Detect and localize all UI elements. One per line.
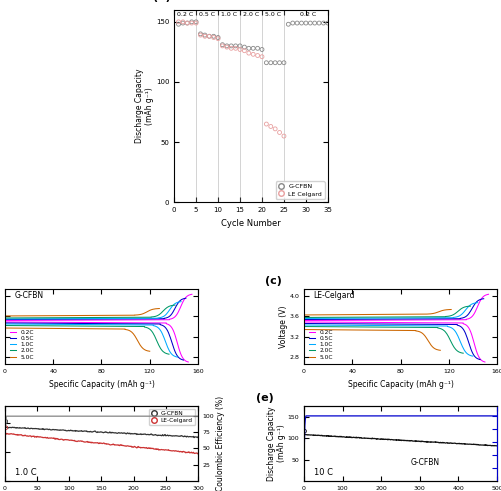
Point: [244, 44, 253, 52]
Point: [301, 19, 309, 27]
Point: [297, 19, 305, 27]
Point: [200, 31, 208, 39]
Point: [271, 125, 279, 133]
Point: [288, 19, 296, 27]
Y-axis label: Discharge Capacity
(mAh g⁻¹): Discharge Capacity (mAh g⁻¹): [266, 406, 286, 481]
Point: [240, 43, 248, 51]
Point: [275, 129, 283, 136]
Point: [222, 43, 230, 51]
Point: [235, 42, 243, 50]
Text: 1.0 C: 1.0 C: [15, 468, 36, 477]
Point: [266, 59, 274, 67]
Legend: G-CFBN, LE-Celgard: G-CFBN, LE-Celgard: [149, 409, 195, 425]
Point: [205, 32, 213, 40]
Point: [192, 19, 200, 27]
Point: [187, 18, 195, 26]
Text: 0.5 C: 0.5 C: [198, 12, 215, 17]
Point: [196, 30, 204, 38]
Legend: 0.2C, 0.5C, 1.0C, 2.0C, 5.0C: 0.2C, 0.5C, 1.0C, 2.0C, 5.0C: [8, 327, 36, 361]
Text: 0.2 C: 0.2 C: [177, 12, 193, 17]
Point: [280, 132, 288, 140]
Point: [178, 19, 186, 27]
Point: [284, 20, 292, 28]
Text: (c): (c): [265, 276, 282, 286]
Point: [174, 20, 182, 28]
Point: [178, 18, 186, 26]
X-axis label: Specific Capacity (mAh g⁻¹): Specific Capacity (mAh g⁻¹): [49, 380, 154, 389]
Y-axis label: Discharge Capacity
(mAh g⁻¹): Discharge Capacity (mAh g⁻¹): [135, 69, 154, 143]
Point: [258, 53, 266, 61]
Point: [248, 51, 257, 58]
Text: 5.0 C: 5.0 C: [265, 12, 281, 17]
Point: [218, 42, 226, 50]
Point: [266, 123, 274, 131]
Point: [200, 32, 208, 40]
Point: [323, 19, 331, 27]
Point: [2, 424, 10, 432]
Y-axis label: Coulombic Efficiency (%): Coulombic Efficiency (%): [215, 396, 224, 491]
Point: [2, 417, 10, 425]
Point: [235, 46, 243, 54]
Point: [315, 19, 323, 27]
Point: [218, 41, 226, 49]
Point: [213, 35, 221, 43]
Point: [183, 19, 191, 27]
Point: [253, 52, 261, 59]
Point: [306, 19, 314, 27]
Point: [280, 59, 288, 67]
Point: [213, 33, 221, 41]
Legend: G-CFBN, LE Celgard: G-CFBN, LE Celgard: [276, 182, 324, 199]
Text: 10 C: 10 C: [313, 468, 332, 477]
Point: [319, 19, 327, 27]
Text: G-CFBN: G-CFBN: [409, 458, 438, 466]
Point: [222, 42, 230, 50]
Point: [231, 42, 239, 50]
Text: (e): (e): [256, 393, 273, 403]
Point: [300, 427, 308, 435]
Legend: 0.2C, 0.5C, 1.0C, 2.0C, 5.0C: 0.2C, 0.5C, 1.0C, 2.0C, 5.0C: [306, 327, 334, 361]
Point: [258, 46, 266, 54]
Point: [271, 59, 279, 67]
Text: LE-Celgard: LE-Celgard: [313, 291, 355, 300]
Y-axis label: Voltage (V): Voltage (V): [278, 305, 287, 348]
Point: [209, 33, 217, 41]
Point: [231, 44, 239, 52]
Point: [244, 49, 253, 57]
Point: [174, 18, 182, 26]
Point: [192, 18, 200, 26]
Point: [183, 19, 191, 27]
Point: [187, 19, 195, 27]
Point: [240, 47, 248, 55]
X-axis label: Specific Capacity (mAh g⁻¹): Specific Capacity (mAh g⁻¹): [347, 380, 452, 389]
Text: 1.0 C: 1.0 C: [220, 12, 236, 17]
Point: [209, 32, 217, 40]
Point: [205, 32, 213, 40]
Point: [227, 42, 235, 50]
Point: [262, 59, 270, 67]
Text: G-CFBN: G-CFBN: [15, 291, 44, 300]
Point: [275, 59, 283, 67]
Point: [227, 44, 235, 52]
Text: (a): (a): [152, 0, 170, 2]
X-axis label: Cycle Number: Cycle Number: [220, 218, 281, 228]
Point: [196, 31, 204, 39]
Point: [248, 44, 257, 52]
Point: [310, 19, 318, 27]
Point: [262, 120, 270, 128]
Point: [293, 19, 301, 27]
Text: 0.2 C: 0.2 C: [300, 12, 316, 17]
Point: [253, 44, 261, 52]
Text: 2.0 C: 2.0 C: [242, 12, 259, 17]
